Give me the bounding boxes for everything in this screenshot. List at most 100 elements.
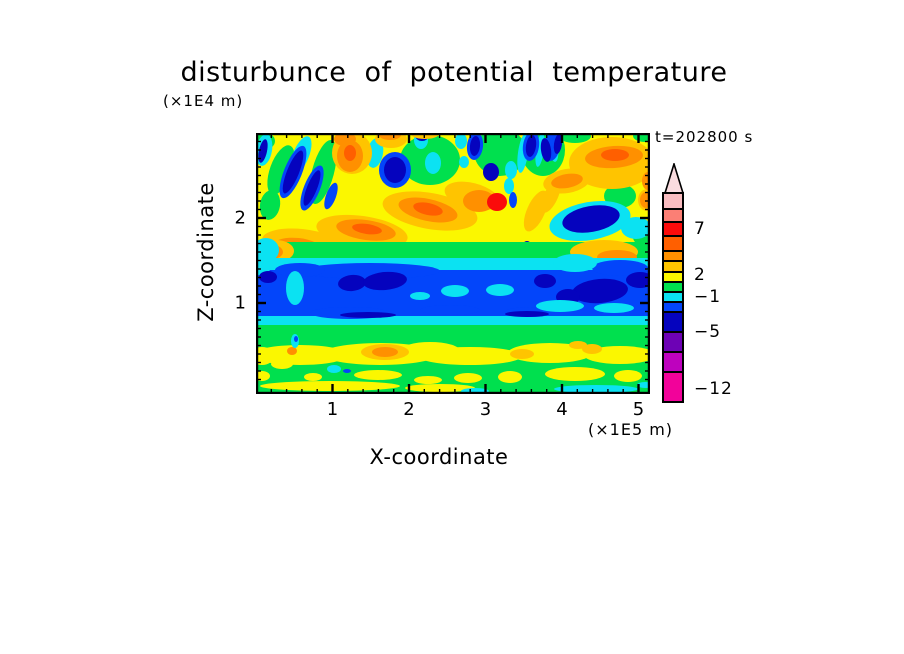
colorbar-level-label: 7 xyxy=(694,219,706,239)
contour-feature xyxy=(559,133,591,143)
contour-feature xyxy=(366,138,384,168)
x-tick-label: 4 xyxy=(556,399,568,420)
contour-feature xyxy=(582,344,602,354)
colorbar-segment xyxy=(664,194,682,208)
contour-feature xyxy=(282,150,304,194)
z-tick-label: 2 xyxy=(234,207,246,229)
contour-feature xyxy=(410,292,430,300)
contour-feature xyxy=(483,163,499,181)
z-axis-title: Z-coordinate xyxy=(194,182,218,322)
contour-feature xyxy=(352,223,382,235)
contour-feature xyxy=(540,138,552,162)
colorbar xyxy=(662,192,684,403)
contour-feature xyxy=(554,385,638,393)
contour-feature xyxy=(569,341,587,349)
colorbar-segment xyxy=(664,311,682,331)
contour-feature xyxy=(324,182,338,210)
colorbar-segment xyxy=(664,208,682,221)
x-tick-label: 2 xyxy=(403,399,415,420)
contour-feature xyxy=(592,260,648,276)
plot-frame xyxy=(256,133,650,394)
contour-feature xyxy=(413,202,443,216)
time-stamp-label: t=202800 s xyxy=(655,128,754,146)
colorbar-level-label: −1 xyxy=(694,287,722,307)
x-tick-label: 3 xyxy=(479,399,492,420)
contour-feature xyxy=(300,263,440,279)
contour-feature xyxy=(553,134,563,154)
colorbar-segment xyxy=(664,291,682,301)
contour-feature xyxy=(303,170,321,206)
colorbar-segment xyxy=(664,271,682,281)
contour-plot-canvas xyxy=(256,133,650,394)
contour-feature xyxy=(327,365,341,373)
contour-feature xyxy=(256,238,279,262)
contour-feature xyxy=(271,359,293,369)
contour-feature xyxy=(459,156,469,168)
contour-feature xyxy=(525,135,537,157)
colorbar-segment xyxy=(664,250,682,260)
z-tick-label: 1 xyxy=(234,292,246,314)
colorbar-arrow-tip xyxy=(664,163,684,194)
contour-feature xyxy=(509,192,517,208)
contour-feature xyxy=(287,347,297,355)
contour-feature xyxy=(259,190,281,220)
contour-feature xyxy=(572,278,628,304)
contour-feature xyxy=(259,271,277,283)
contour-feature xyxy=(454,373,482,383)
contour-feature xyxy=(536,300,584,312)
contour-feature xyxy=(405,384,475,392)
contour-feature xyxy=(275,263,325,277)
contour-feature xyxy=(594,303,634,313)
contour-feature xyxy=(340,312,396,318)
contour-feature xyxy=(260,381,400,391)
x-axis-title: X-coordinate xyxy=(369,445,509,469)
contour-feature xyxy=(614,370,642,382)
colorbar-segment xyxy=(664,221,682,235)
contour-feature xyxy=(267,145,295,195)
colorbar-segment xyxy=(664,371,682,401)
contour-feature xyxy=(420,305,480,315)
contour-feature xyxy=(510,349,534,359)
contour-feature xyxy=(384,157,406,183)
colorbar-segment xyxy=(664,331,682,351)
contour-feature xyxy=(455,133,467,149)
contour-feature xyxy=(286,271,304,305)
colorbar-level-label: −5 xyxy=(694,322,722,342)
contour-feature xyxy=(498,371,522,383)
contour-feature xyxy=(463,190,495,212)
colorbar-tip-triangle xyxy=(664,163,684,194)
contour-feature xyxy=(551,173,583,189)
contour-feature xyxy=(504,178,514,194)
contour-feature xyxy=(626,272,650,288)
contour-feature xyxy=(354,370,402,380)
colorbar-level-label: 2 xyxy=(694,265,706,285)
contour-feature xyxy=(304,373,322,381)
contour-feature xyxy=(486,284,514,296)
contour-feature xyxy=(338,274,366,292)
contour-feature xyxy=(505,311,549,317)
y-axis-unit-label: (×1E4 m) xyxy=(163,92,244,110)
contour-feature xyxy=(334,133,356,146)
contour-feature xyxy=(414,376,442,384)
contour-feature xyxy=(294,336,298,342)
contour-feature xyxy=(545,367,605,381)
contour-feature xyxy=(418,347,522,365)
contour-feature xyxy=(487,193,507,211)
contour-feature xyxy=(601,149,629,161)
contour-feature xyxy=(621,217,650,239)
colorbar-segment xyxy=(664,351,682,371)
contour-feature xyxy=(258,139,268,163)
contour-feature xyxy=(372,347,398,357)
contour-feature xyxy=(441,285,469,297)
colorbar-segment xyxy=(664,235,682,250)
contour-feature xyxy=(633,133,650,142)
x-axis-unit-label: (×1E5 m) xyxy=(588,420,674,439)
contour-features xyxy=(256,133,650,394)
contour-feature xyxy=(637,382,650,388)
colorbar-segment xyxy=(664,260,682,271)
chart-title: disturbunce of potential temperature xyxy=(180,57,728,88)
colorbar-segment xyxy=(664,281,682,291)
contour-feature xyxy=(256,371,270,381)
x-tick-label: 1 xyxy=(326,399,339,420)
contour-feature xyxy=(562,205,620,233)
